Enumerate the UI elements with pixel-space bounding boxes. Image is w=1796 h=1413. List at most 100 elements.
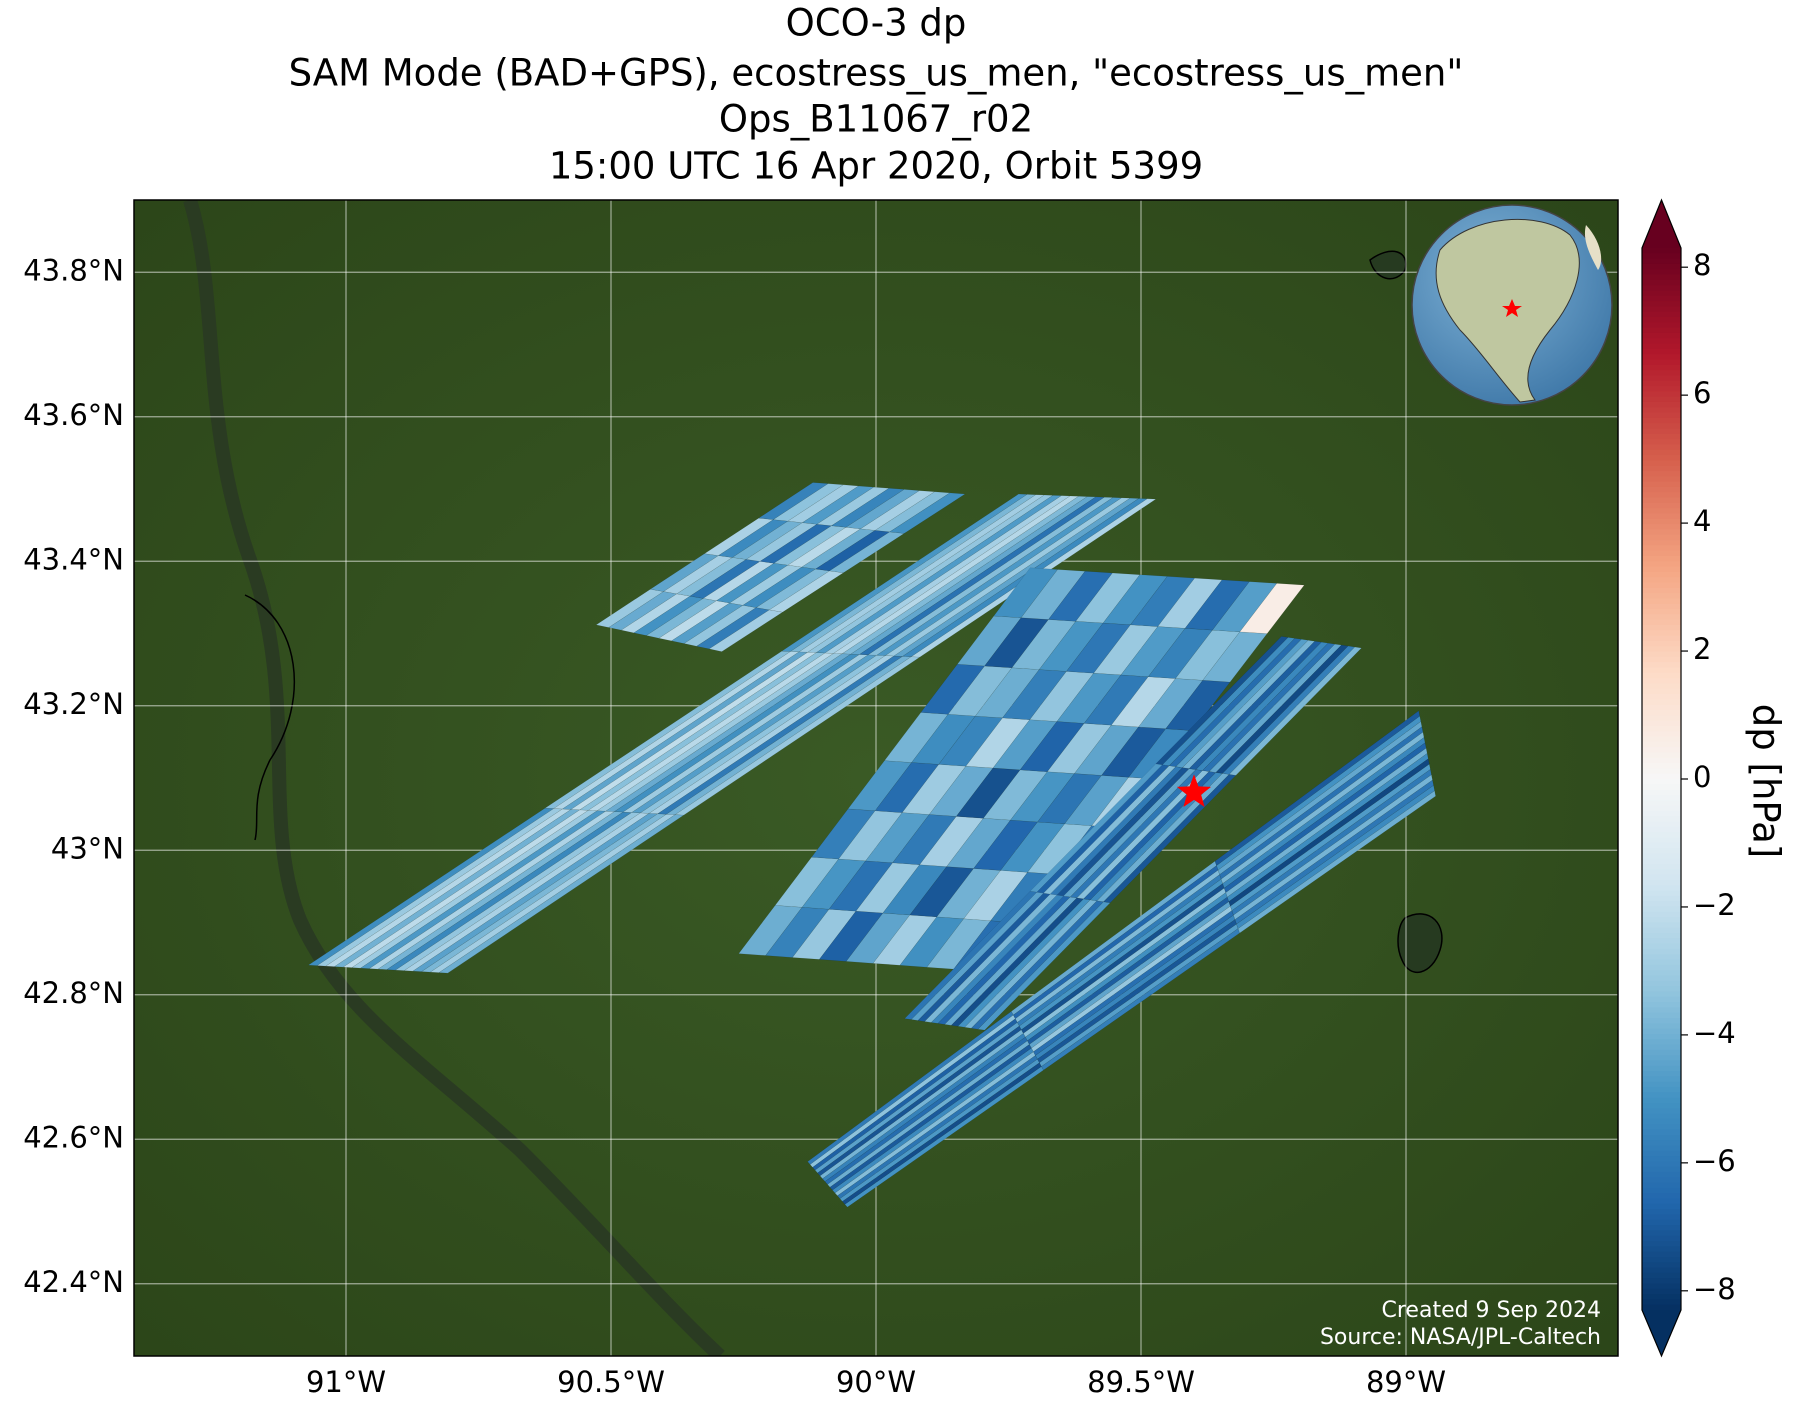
colorbar-step — [1642, 938, 1681, 945]
x-tick-label: 90.5°W — [557, 1365, 665, 1399]
colorbar-step — [1642, 1198, 1681, 1205]
colorbar-step — [1642, 948, 1681, 955]
colorbar-step — [1642, 800, 1681, 807]
colorbar-step — [1642, 476, 1681, 483]
colorbar-step — [1642, 603, 1681, 610]
colorbar-step — [1642, 518, 1681, 525]
colorbar-step — [1642, 364, 1681, 371]
colorbar-step — [1642, 269, 1681, 276]
colorbar-step — [1642, 640, 1681, 647]
colorbar-tick-label: 2 — [1693, 632, 1711, 666]
colorbar-step — [1642, 295, 1681, 302]
colorbar-step — [1642, 932, 1681, 939]
y-tick-label: 42.4°N — [23, 1265, 124, 1299]
colorbar-step — [1642, 497, 1681, 504]
colorbar-step — [1642, 731, 1681, 738]
colorbar-step — [1642, 486, 1681, 493]
colorbar-step — [1642, 439, 1681, 446]
colorbar-step — [1642, 1055, 1681, 1062]
colorbar-step — [1642, 768, 1681, 775]
colorbar-step — [1642, 1267, 1681, 1274]
colorbar-step — [1642, 635, 1681, 642]
colorbar-step — [1642, 561, 1681, 568]
colorbar-step — [1642, 524, 1681, 531]
colorbar-step — [1642, 1288, 1681, 1295]
data-cell — [1237, 790, 1436, 934]
y-tick-label: 43°N — [51, 831, 124, 865]
colorbar-step — [1642, 380, 1681, 387]
colorbar-step — [1642, 401, 1681, 408]
colorbar-step — [1642, 911, 1681, 918]
continent — [1435, 218, 1580, 403]
colorbar-step — [1642, 391, 1681, 398]
colorbar-step — [1642, 662, 1681, 669]
colorbar-step — [1642, 428, 1681, 435]
colorbar-step — [1642, 784, 1681, 791]
colorbar-step — [1642, 964, 1681, 971]
colorbar-step — [1642, 1171, 1681, 1178]
colorbar-step — [1642, 253, 1681, 260]
axes: 91°W 90.5°W 90°W 89.5°W 89°W 42.4°N 42.6°N 42.8… — [23, 253, 1446, 1399]
colorbar-extend — [1642, 200, 1681, 248]
colorbar-step — [1642, 704, 1681, 711]
colorbar-step — [1642, 1278, 1681, 1285]
colorbar-step — [1642, 672, 1681, 679]
colorbar-step — [1642, 885, 1681, 892]
colorbar-step — [1642, 683, 1681, 690]
colorbar-step — [1642, 991, 1681, 998]
colorbar-step — [1642, 508, 1681, 515]
x-tick-label: 91°W — [306, 1365, 386, 1399]
colorbar-step — [1642, 821, 1681, 828]
colorbar-step — [1642, 1294, 1681, 1300]
y-tick-label: 43.2°N — [23, 687, 124, 721]
colorbar-step — [1642, 922, 1681, 929]
colorbar-step — [1642, 290, 1681, 297]
colorbar-step — [1642, 1060, 1681, 1067]
colorbar-step — [1642, 1033, 1681, 1040]
colorbar-step — [1642, 343, 1681, 350]
colorbar-step — [1642, 370, 1681, 377]
colorbar-step — [1642, 1049, 1681, 1056]
colorbar-step — [1642, 688, 1681, 695]
colorbar-step — [1642, 837, 1681, 844]
chart-title: 15:00 UTC 16 Apr 2020, Orbit 5399 — [549, 145, 1203, 188]
colorbar-step — [1642, 1214, 1681, 1221]
site — [1176, 774, 1212, 807]
colorbar-step — [1642, 1124, 1681, 1131]
colorbar-step — [1642, 348, 1681, 355]
colorbar-step — [1642, 853, 1681, 860]
colorbar-step — [1642, 1065, 1681, 1072]
map-frame — [133, 199, 1619, 1357]
colorbar-step — [1642, 794, 1681, 801]
colorbar-step — [1642, 848, 1681, 854]
colorbar-step — [1642, 1071, 1681, 1077]
colorbar-step — [1642, 455, 1681, 461]
colorbar-step — [1642, 285, 1681, 292]
colorbar-step — [1642, 1262, 1681, 1269]
y-tick-label: 43.6°N — [23, 398, 124, 432]
colorbar-tick-label: −6 — [1693, 1144, 1736, 1178]
colorbar-step — [1642, 1182, 1681, 1189]
y-tick-label: 43.8°N — [23, 253, 124, 287]
colorbar-step — [1642, 534, 1681, 541]
colorbar-step — [1642, 1187, 1681, 1194]
colorbar-label: dp [hPa] — [1745, 704, 1788, 858]
colorbar-step — [1642, 699, 1681, 706]
data-cell — [888, 492, 966, 534]
x-tick-label: 89.5°W — [1087, 1365, 1195, 1399]
colorbar-step — [1642, 986, 1681, 992]
colorbar-step — [1642, 444, 1681, 451]
colorbar-step — [1642, 502, 1681, 509]
colorbar-step — [1642, 1225, 1681, 1231]
colorbar-step — [1642, 545, 1681, 552]
chart-title: Ops_B11067_r02 — [719, 98, 1033, 141]
colorbar-step — [1642, 895, 1681, 902]
colorbar-step — [1642, 1113, 1681, 1120]
colorbar-step — [1642, 354, 1681, 361]
basemap — [134, 200, 1618, 1356]
colorbar-step — [1642, 332, 1681, 339]
colorbar-step — [1642, 609, 1681, 615]
colorbar-step — [1642, 1145, 1681, 1152]
colorbar-step — [1642, 619, 1681, 626]
